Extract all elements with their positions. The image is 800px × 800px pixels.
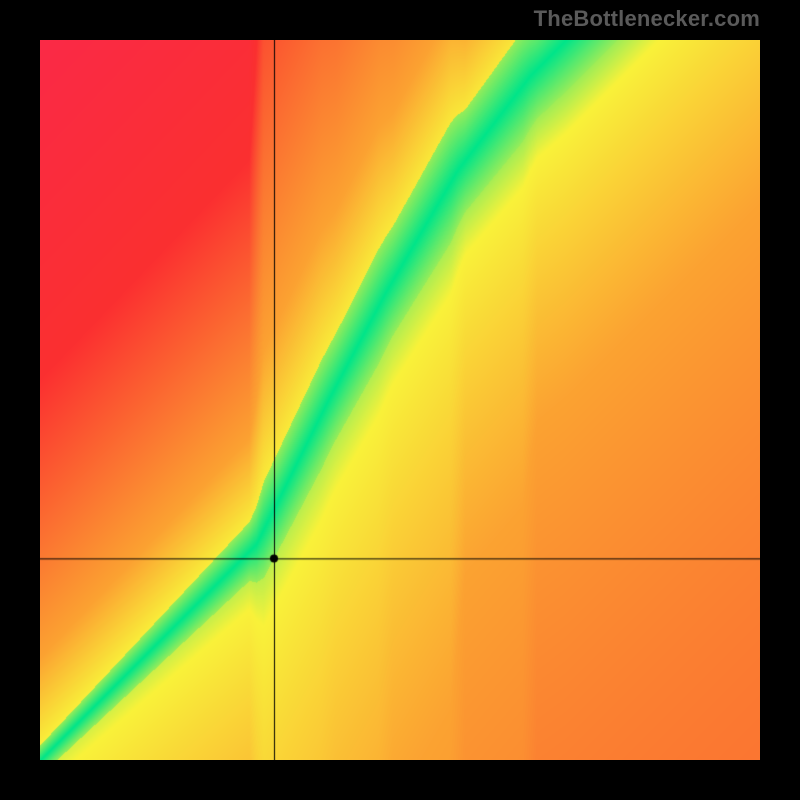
chart-container: TheBottlenecker.com — [0, 0, 800, 800]
watermark-text: TheBottlenecker.com — [534, 6, 760, 32]
heatmap-plot — [40, 40, 760, 760]
